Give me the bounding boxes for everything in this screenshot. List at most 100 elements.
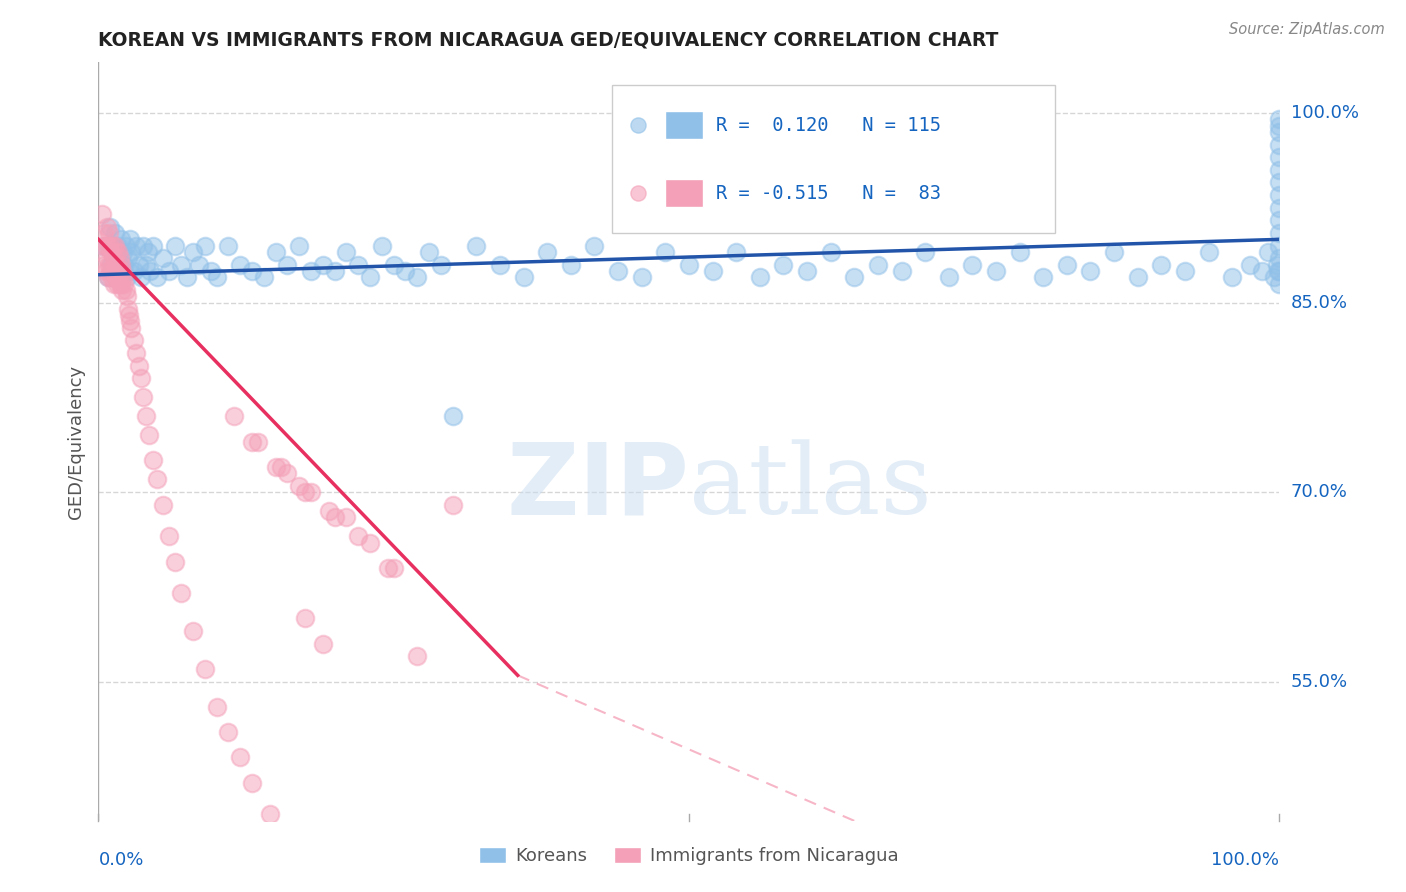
Point (1150, 258, 1173, 272)
Point (224, 409, 246, 424)
Point (105, 277, 128, 291)
Point (115, 289, 138, 303)
Point (359, 535, 381, 549)
Point (96, 252, 118, 266)
Point (135, 409, 157, 424)
Text: 85.0%: 85.0% (1291, 293, 1347, 311)
Point (1008, 244, 1031, 259)
Point (1268, 125, 1291, 139)
Y-axis label: GED/Equivalency: GED/Equivalency (66, 365, 84, 518)
Point (132, 390, 155, 404)
Point (264, 459, 287, 474)
Point (1268, 162, 1291, 177)
Point (1056, 258, 1078, 272)
Point (1174, 264, 1197, 278)
Text: ZIP: ZIP (506, 439, 689, 535)
Point (394, 264, 416, 278)
Point (406, 649, 429, 664)
Point (117, 301, 139, 316)
Point (796, 264, 818, 278)
Point (335, 244, 357, 259)
Text: R = -0.515   N =  83: R = -0.515 N = 83 (716, 184, 941, 202)
Point (441, 498, 464, 512)
Point (142, 453, 165, 467)
Point (1268, 112, 1291, 127)
Point (1268, 226, 1291, 240)
Point (157, 264, 180, 278)
Point (276, 258, 298, 272)
Point (253, 270, 276, 285)
Point (110, 277, 132, 291)
Point (132, 238, 155, 252)
Point (96, 219, 118, 234)
Point (152, 252, 174, 266)
Point (1268, 176, 1291, 190)
Point (105, 244, 128, 259)
Point (1126, 270, 1149, 285)
Point (276, 466, 298, 480)
Point (112, 244, 135, 259)
Point (276, 832, 298, 847)
Point (110, 258, 132, 272)
Point (94, 264, 117, 278)
Point (142, 238, 165, 252)
Point (104, 226, 127, 240)
Point (377, 561, 399, 575)
Point (194, 238, 217, 252)
Point (323, 264, 346, 278)
Point (129, 371, 152, 385)
Point (93, 258, 115, 272)
Point (125, 346, 148, 360)
Point (335, 510, 357, 524)
Point (312, 637, 335, 651)
Point (114, 238, 136, 252)
Point (299, 485, 322, 500)
Point (630, 270, 652, 285)
Point (101, 238, 124, 252)
Point (914, 244, 936, 259)
Point (430, 258, 453, 272)
Point (702, 264, 724, 278)
Point (725, 244, 748, 259)
Point (259, 807, 281, 822)
Point (103, 277, 125, 291)
Point (560, 258, 582, 272)
Point (1220, 270, 1243, 285)
Point (1239, 258, 1261, 272)
Point (1032, 270, 1054, 285)
Point (100, 258, 122, 272)
Point (97, 238, 120, 252)
Point (170, 258, 193, 272)
Point (441, 409, 464, 424)
Text: 100.0%: 100.0% (1212, 851, 1279, 869)
Point (678, 258, 700, 272)
Point (748, 270, 770, 285)
Point (1198, 244, 1220, 259)
FancyBboxPatch shape (612, 85, 1054, 233)
Text: atlas: atlas (689, 439, 932, 535)
Point (627, 211, 650, 225)
Text: 70.0%: 70.0% (1291, 483, 1347, 501)
Point (91, 238, 114, 252)
Point (91, 207, 114, 221)
Point (110, 232, 132, 246)
Point (536, 244, 558, 259)
Point (181, 244, 204, 259)
Point (418, 244, 440, 259)
Point (1102, 244, 1125, 259)
Point (98, 226, 121, 240)
Point (217, 725, 239, 739)
Point (194, 662, 217, 676)
Point (111, 264, 134, 278)
Point (1268, 238, 1291, 252)
Point (240, 434, 263, 449)
Point (1268, 277, 1291, 291)
Point (294, 611, 316, 625)
Point (100, 270, 122, 285)
Point (107, 270, 129, 285)
Point (607, 264, 630, 278)
Point (115, 270, 138, 285)
Point (627, 324, 650, 338)
Point (318, 504, 340, 518)
Point (97, 270, 120, 285)
